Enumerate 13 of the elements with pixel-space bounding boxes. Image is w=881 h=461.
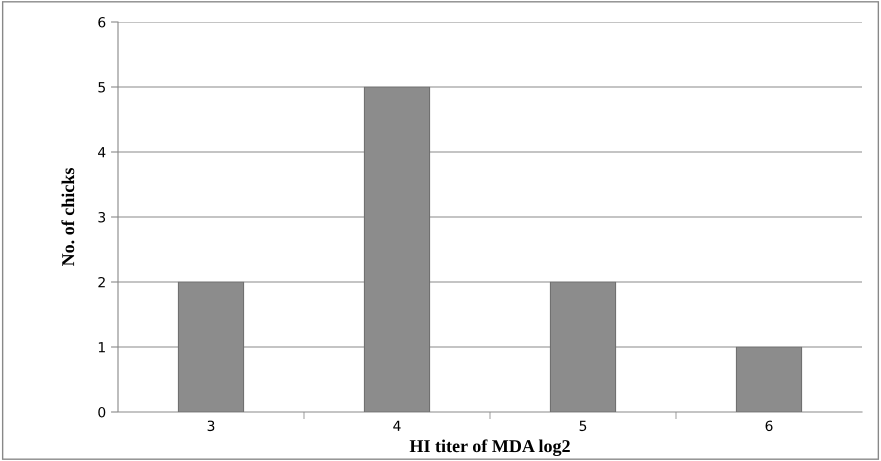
y-tick-label: 2 [98, 276, 105, 288]
y-tick-label: 6 [98, 16, 106, 28]
x-tick-label: 5 [580, 420, 586, 432]
y-tick-label: 4 [98, 147, 106, 158]
x-axis-title: HI titer of MDA log2 [410, 439, 570, 456]
y-tick-label: 0 [98, 406, 106, 418]
x-tick-label: 4 [393, 420, 401, 431]
y-tick-label: 1 [98, 342, 105, 352]
y-tick-label: 3 [98, 212, 106, 222]
x-tick-label: 6 [766, 420, 773, 432]
y-axis-title: No. of chicks [61, 168, 74, 266]
x-tick-label: 3 [208, 420, 214, 432]
y-tick-label: 5 [98, 82, 105, 92]
